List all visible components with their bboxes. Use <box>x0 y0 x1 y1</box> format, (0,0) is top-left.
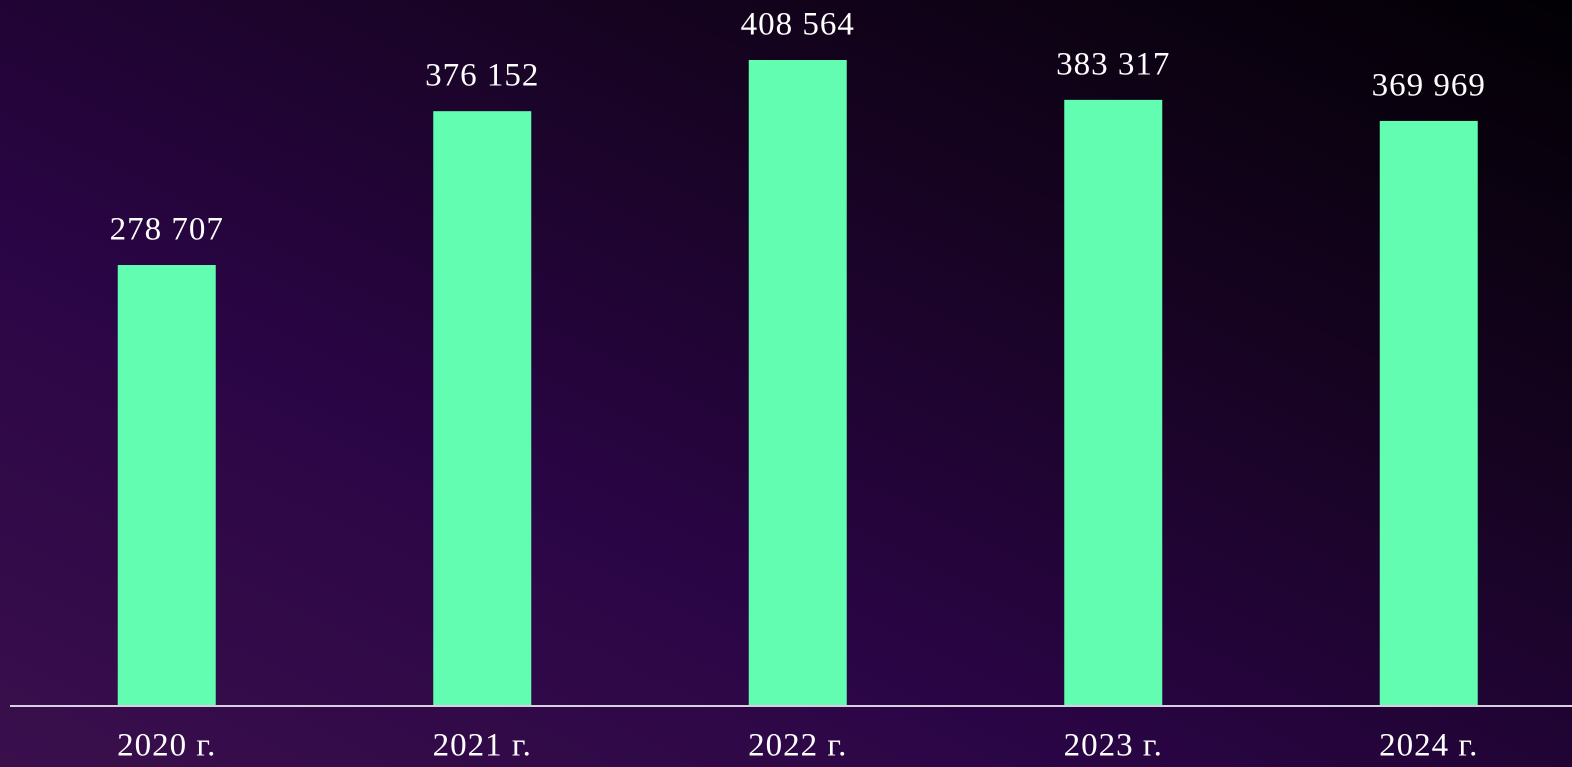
value-label: 376 152 <box>425 58 539 94</box>
bar <box>117 265 216 705</box>
bar <box>433 111 532 705</box>
x-tick-label: 2021 г. <box>433 728 532 764</box>
bar <box>748 60 847 705</box>
value-label: 278 707 <box>110 212 224 248</box>
x-tick-label: 2020 г. <box>117 728 216 764</box>
x-tick-label: 2022 г. <box>748 728 847 764</box>
bar <box>1064 99 1163 706</box>
value-label: 369 969 <box>1372 68 1486 104</box>
x-tick-label: 2023 г. <box>1064 728 1163 764</box>
x-tick-label: 2024 г. <box>1379 728 1478 764</box>
value-label: 383 317 <box>1056 46 1170 82</box>
value-label: 408 564 <box>741 7 855 43</box>
bar <box>1379 120 1478 705</box>
